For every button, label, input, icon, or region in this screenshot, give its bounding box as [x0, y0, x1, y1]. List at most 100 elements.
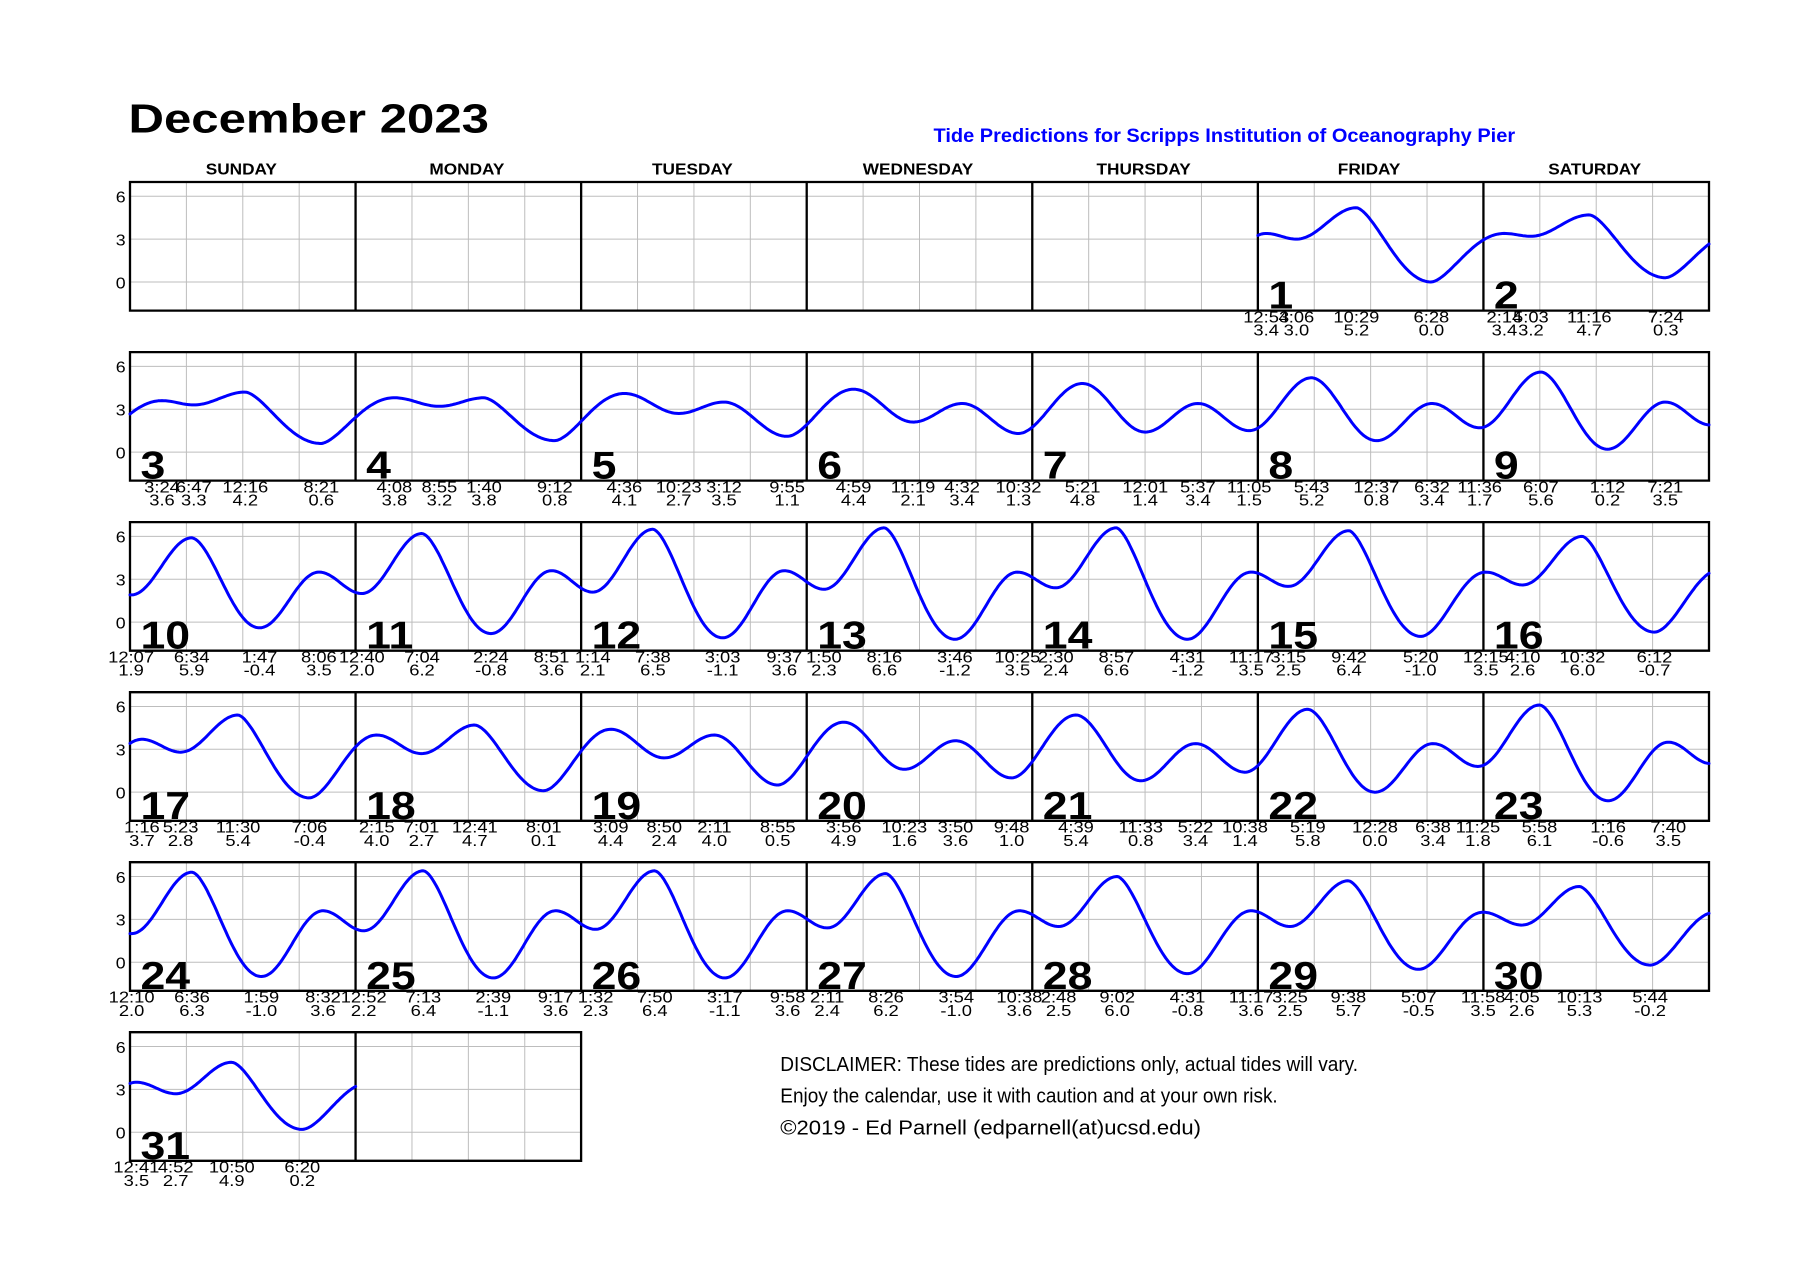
- svg-text:2.0: 2.0: [349, 662, 375, 679]
- svg-text:5.8: 5.8: [1295, 832, 1321, 849]
- svg-text:3.8: 3.8: [471, 492, 497, 509]
- svg-text:3:24: 3:24: [144, 479, 180, 496]
- svg-text:4.2: 4.2: [233, 492, 259, 509]
- svg-text:11:05: 11:05: [1227, 479, 1272, 496]
- svg-text:4:59: 4:59: [836, 479, 872, 496]
- svg-text:5:22: 5:22: [1178, 819, 1214, 836]
- svg-text:3.6: 3.6: [772, 662, 798, 679]
- svg-text:5: 5: [592, 443, 617, 487]
- svg-text:4:36: 4:36: [607, 479, 643, 496]
- svg-text:2.1: 2.1: [900, 492, 926, 509]
- svg-text:8:55: 8:55: [760, 819, 796, 836]
- svg-text:3.5: 3.5: [1653, 492, 1679, 509]
- svg-text:6.6: 6.6: [1104, 662, 1130, 679]
- svg-text:15: 15: [1268, 613, 1318, 657]
- svg-text:3.5: 3.5: [1005, 662, 1031, 679]
- svg-text:10:50: 10:50: [209, 1159, 255, 1176]
- svg-text:3:54: 3:54: [938, 989, 974, 1006]
- svg-text:12: 12: [592, 613, 642, 657]
- svg-text:4.8: 4.8: [1070, 492, 1096, 509]
- svg-text:1.8: 1.8: [1465, 832, 1491, 849]
- svg-text:0.2: 0.2: [290, 1172, 316, 1189]
- svg-text:2.7: 2.7: [666, 492, 692, 509]
- svg-text:-0.8: -0.8: [1172, 1002, 1204, 1019]
- svg-text:2.5: 2.5: [1276, 662, 1302, 679]
- svg-text:-1.0: -1.0: [940, 1002, 972, 1019]
- svg-text:1:47: 1:47: [242, 649, 278, 666]
- svg-text:6: 6: [116, 699, 126, 717]
- svg-text:8:06: 8:06: [301, 649, 337, 666]
- svg-text:6.2: 6.2: [409, 662, 435, 679]
- svg-text:3: 3: [116, 742, 126, 760]
- svg-text:25: 25: [366, 953, 416, 997]
- svg-text:9:37: 9:37: [766, 649, 802, 666]
- svg-text:3.4: 3.4: [1253, 322, 1279, 339]
- svg-text:4.0: 4.0: [702, 832, 728, 849]
- svg-text:12:53: 12:53: [1243, 309, 1289, 326]
- svg-text:5.2: 5.2: [1299, 492, 1325, 509]
- svg-text:8: 8: [1268, 443, 1293, 487]
- svg-text:5:21: 5:21: [1065, 479, 1101, 496]
- svg-text:3:15: 3:15: [1271, 649, 1307, 666]
- svg-text:8:51: 8:51: [534, 649, 570, 666]
- svg-text:©2019 - Ed Parnell (edparnell(: ©2019 - Ed Parnell (edparnell(at)ucsd.ed…: [780, 1117, 1201, 1139]
- svg-text:6.3: 6.3: [179, 1002, 205, 1019]
- svg-text:21: 21: [1043, 783, 1093, 827]
- svg-text:3:12: 3:12: [706, 479, 742, 496]
- svg-text:3.6: 3.6: [943, 832, 969, 849]
- svg-text:2.1: 2.1: [580, 662, 606, 679]
- svg-text:6.4: 6.4: [411, 1002, 437, 1019]
- svg-text:3.6: 3.6: [775, 1002, 801, 1019]
- svg-text:THURSDAY: THURSDAY: [1097, 161, 1191, 178]
- svg-text:1:12: 1:12: [1590, 479, 1626, 496]
- svg-text:7: 7: [1043, 443, 1068, 487]
- svg-text:6.6: 6.6: [872, 662, 898, 679]
- svg-text:3.6: 3.6: [310, 1002, 336, 1019]
- svg-text:9:38: 9:38: [1331, 989, 1367, 1006]
- svg-text:2:30: 2:30: [1038, 649, 1074, 666]
- svg-text:2:24: 2:24: [473, 649, 509, 666]
- svg-text:24: 24: [141, 953, 191, 997]
- svg-text:3.4: 3.4: [1185, 492, 1211, 509]
- svg-text:3:46: 3:46: [937, 649, 973, 666]
- svg-text:0.5: 0.5: [765, 832, 791, 849]
- svg-text:2.6: 2.6: [1510, 662, 1536, 679]
- svg-text:3.7: 3.7: [129, 832, 155, 849]
- svg-text:2.7: 2.7: [409, 832, 435, 849]
- svg-text:3:17: 3:17: [707, 989, 743, 1006]
- svg-text:-1.0: -1.0: [246, 1002, 278, 1019]
- svg-text:5.4: 5.4: [225, 832, 251, 849]
- svg-text:8:21: 8:21: [303, 479, 339, 496]
- svg-text:-1.0: -1.0: [1405, 662, 1437, 679]
- svg-text:3:09: 3:09: [593, 819, 629, 836]
- svg-text:6.5: 6.5: [640, 662, 666, 679]
- svg-text:3:03: 3:03: [705, 649, 741, 666]
- svg-text:1.4: 1.4: [1232, 832, 1258, 849]
- svg-text:3.8: 3.8: [382, 492, 408, 509]
- svg-text:3.5: 3.5: [1656, 832, 1682, 849]
- svg-text:2.5: 2.5: [1277, 1002, 1303, 1019]
- svg-text:5.9: 5.9: [179, 662, 205, 679]
- svg-text:1:14: 1:14: [575, 649, 611, 666]
- svg-text:31: 31: [141, 1123, 191, 1167]
- svg-text:7:01: 7:01: [404, 819, 440, 836]
- svg-text:4:08: 4:08: [377, 479, 413, 496]
- svg-text:-1.2: -1.2: [1172, 662, 1204, 679]
- svg-text:1.4: 1.4: [1132, 492, 1158, 509]
- svg-text:4:06: 4:06: [1279, 309, 1315, 326]
- svg-text:5.7: 5.7: [1336, 1002, 1362, 1019]
- svg-text:11:19: 11:19: [891, 479, 936, 496]
- svg-text:-0.4: -0.4: [294, 832, 326, 849]
- svg-text:SATURDAY: SATURDAY: [1548, 161, 1641, 178]
- svg-text:4.1: 4.1: [612, 492, 638, 509]
- svg-text:4.7: 4.7: [462, 832, 488, 849]
- svg-text:12:41: 12:41: [452, 819, 498, 836]
- svg-text:5.3: 5.3: [1567, 1002, 1593, 1019]
- svg-text:December 2023: December 2023: [129, 95, 489, 141]
- svg-text:12:10: 12:10: [109, 989, 155, 1006]
- svg-text:11:17: 11:17: [1229, 649, 1274, 666]
- svg-text:3.4: 3.4: [1183, 832, 1209, 849]
- svg-text:18: 18: [366, 783, 416, 827]
- svg-text:12:15: 12:15: [1463, 649, 1509, 666]
- svg-text:0: 0: [116, 955, 126, 973]
